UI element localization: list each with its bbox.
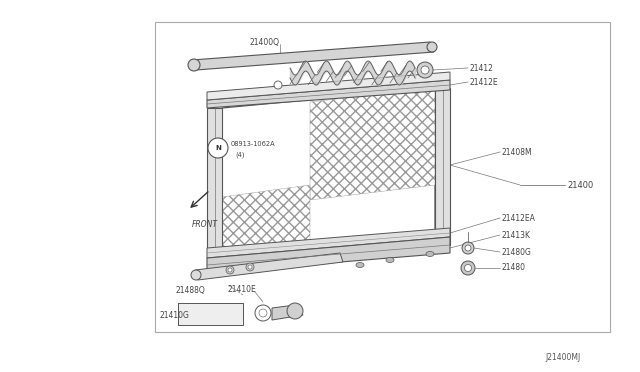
Circle shape	[255, 305, 271, 321]
Circle shape	[417, 62, 433, 78]
Text: 21400: 21400	[567, 180, 593, 189]
Ellipse shape	[356, 263, 364, 267]
Circle shape	[465, 264, 472, 272]
Polygon shape	[195, 253, 343, 280]
Circle shape	[465, 245, 471, 251]
Circle shape	[427, 42, 437, 52]
Circle shape	[462, 242, 474, 254]
Text: FRONT: FRONT	[192, 219, 218, 228]
Circle shape	[246, 263, 254, 271]
Text: 21480: 21480	[502, 263, 526, 273]
Polygon shape	[222, 88, 435, 265]
Polygon shape	[435, 88, 450, 245]
Text: J21400MJ: J21400MJ	[545, 353, 580, 362]
Text: 21412: 21412	[470, 64, 494, 73]
Polygon shape	[192, 42, 434, 70]
Circle shape	[208, 138, 228, 158]
Circle shape	[228, 268, 232, 272]
Text: 21412E: 21412E	[470, 77, 499, 87]
Text: 08913-1062A: 08913-1062A	[231, 141, 276, 147]
Circle shape	[248, 265, 252, 269]
Bar	[155, 22, 610, 332]
Polygon shape	[222, 185, 310, 265]
Circle shape	[287, 303, 303, 319]
Circle shape	[191, 270, 201, 280]
Text: 21408M: 21408M	[502, 148, 532, 157]
Ellipse shape	[426, 251, 434, 257]
Circle shape	[421, 66, 429, 74]
Polygon shape	[272, 305, 303, 320]
Text: 21413K: 21413K	[502, 231, 531, 240]
Circle shape	[226, 266, 234, 274]
Ellipse shape	[386, 257, 394, 263]
Bar	[178, 303, 243, 325]
Circle shape	[274, 81, 282, 89]
Circle shape	[259, 309, 267, 317]
Text: 21488Q: 21488Q	[175, 285, 205, 295]
Text: 21400Q: 21400Q	[250, 38, 280, 46]
Polygon shape	[207, 80, 450, 108]
Circle shape	[188, 59, 200, 71]
Text: (4): (4)	[235, 152, 244, 158]
Polygon shape	[207, 228, 450, 258]
Polygon shape	[207, 108, 222, 265]
Polygon shape	[207, 237, 450, 273]
Text: 21410G: 21410G	[160, 311, 190, 321]
Text: N: N	[215, 145, 221, 151]
Polygon shape	[207, 72, 450, 100]
Text: 21412EA: 21412EA	[502, 214, 536, 222]
Circle shape	[461, 261, 475, 275]
Text: 21480G: 21480G	[502, 247, 532, 257]
Polygon shape	[310, 88, 435, 200]
Text: 21410E: 21410E	[228, 285, 257, 294]
